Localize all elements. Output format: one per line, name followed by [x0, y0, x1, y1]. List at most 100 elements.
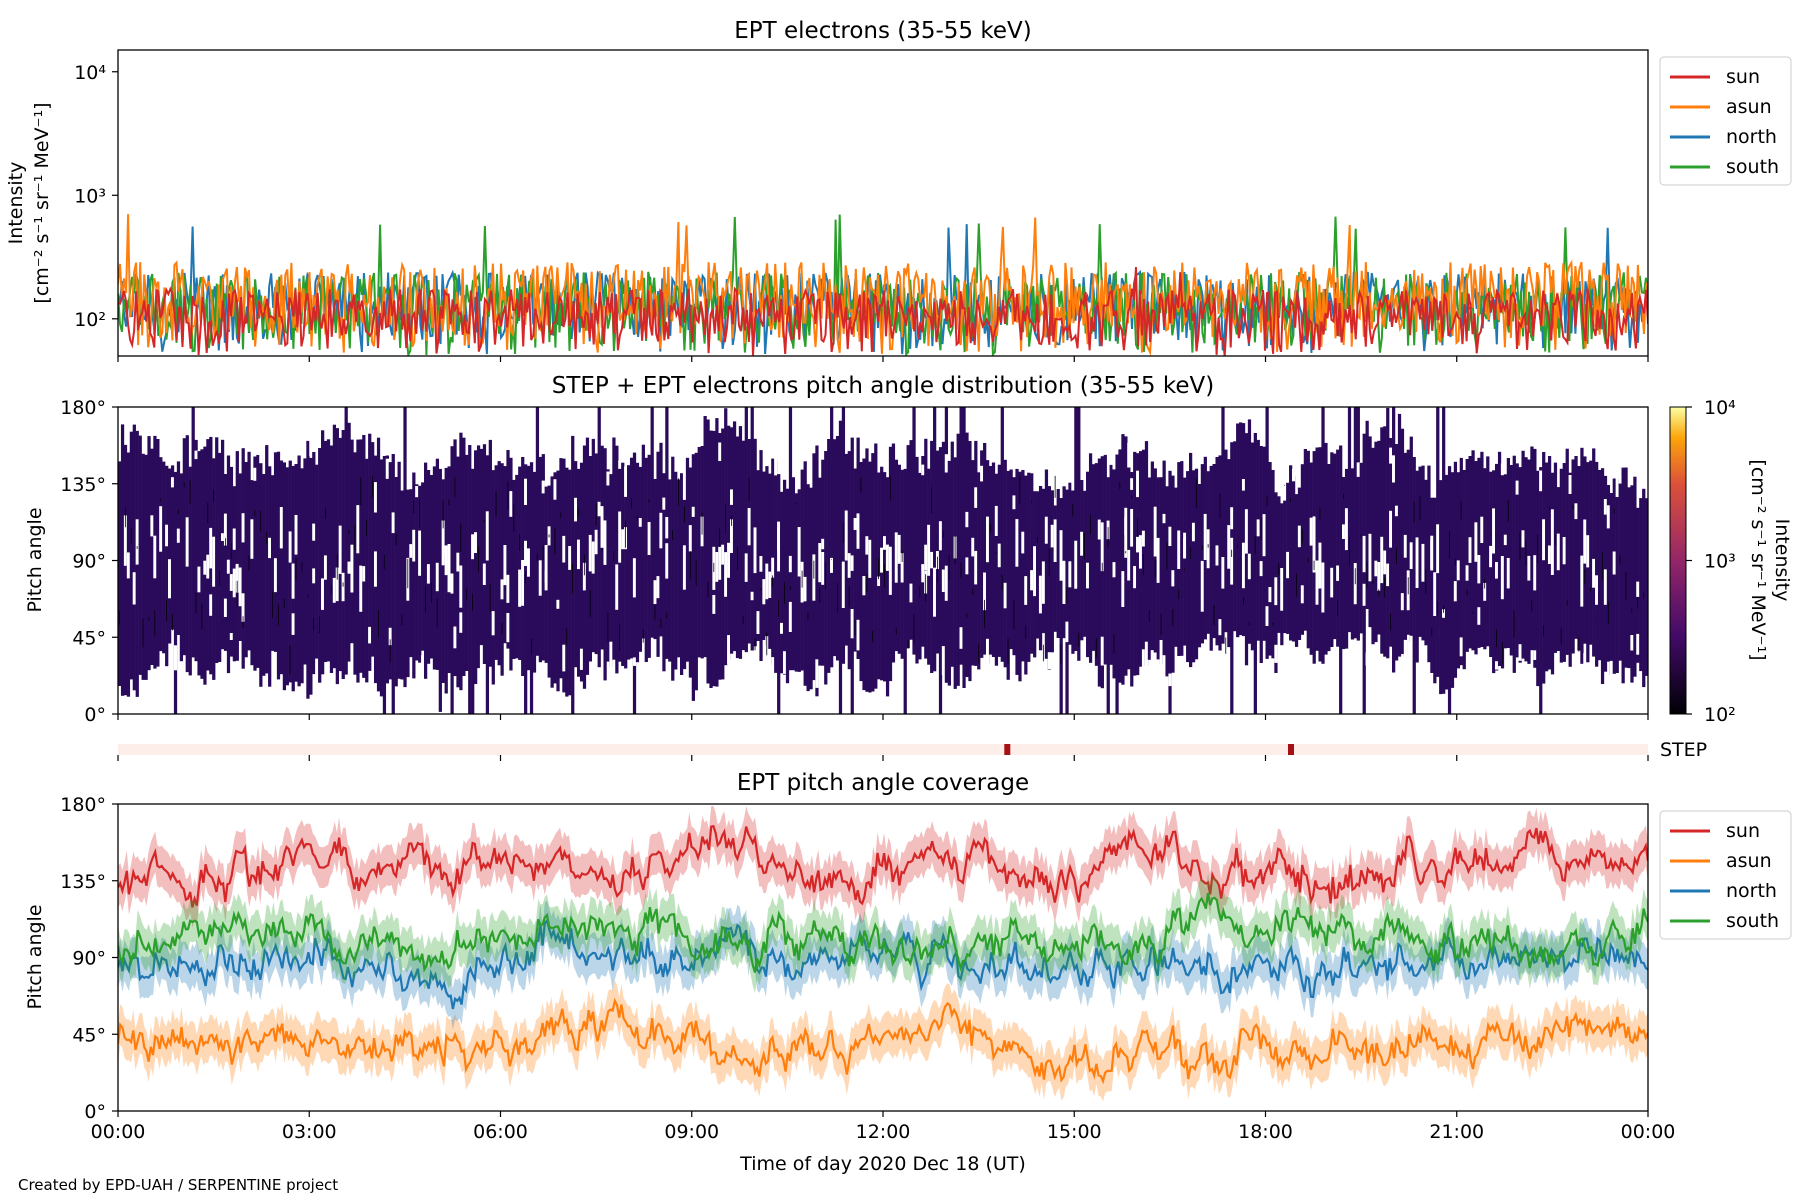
heatmap-column — [1333, 453, 1337, 640]
heatmap-column — [1442, 407, 1446, 694]
heatmap-gap — [880, 547, 884, 573]
heatmap-gap — [647, 522, 651, 555]
heatmap-column — [1059, 498, 1063, 714]
heatmap-gap — [850, 555, 854, 571]
heatmap-gap — [744, 661, 748, 672]
heatmap-column — [400, 490, 404, 680]
heatmap-gap — [1468, 537, 1472, 563]
heatmap-gap — [1386, 563, 1390, 587]
heatmap-column — [635, 462, 640, 663]
heatmap-gap — [782, 651, 787, 674]
heatmap-gap — [1389, 510, 1393, 548]
heatmap-gap — [126, 552, 131, 579]
heatmap-column — [1121, 434, 1125, 685]
heatmap-column — [1271, 470, 1275, 659]
heatmap-column — [1330, 452, 1334, 647]
heatmap-gap — [474, 532, 478, 553]
heatmap-gap — [615, 564, 619, 610]
heatmap-column — [1174, 487, 1178, 647]
heatmap-gap — [206, 554, 210, 579]
heatmap-gap — [538, 560, 542, 596]
heatmap-gap — [506, 574, 510, 603]
heatmap-column — [326, 439, 331, 662]
heatmap-gap — [288, 531, 292, 563]
heatmap-column — [1324, 442, 1328, 655]
heatmap-gap — [1442, 609, 1446, 618]
heatmap-column — [1383, 426, 1387, 657]
heatmap-column — [479, 448, 484, 650]
heatmap-gap — [1247, 553, 1252, 580]
heatmap-column — [1100, 456, 1104, 689]
heatmap-column — [321, 430, 325, 675]
panel2-y-tick-label: 90° — [72, 551, 106, 573]
heatmap-column — [962, 407, 966, 688]
heatmap-column — [553, 472, 557, 684]
panel2-y-tick-label: 45° — [72, 627, 106, 649]
heatmap-gap — [250, 519, 254, 559]
heatmap-gap — [132, 572, 136, 605]
heatmap-column — [303, 458, 307, 665]
heatmap-gap — [1542, 519, 1546, 561]
x-tick-label: 06:00 — [473, 1121, 528, 1143]
panel1-y-tick-label: 10² — [74, 309, 106, 331]
heatmap-column — [1356, 407, 1360, 641]
heatmap-column — [1606, 485, 1611, 662]
heatmap-column — [1144, 441, 1149, 666]
heatmap-column — [1241, 423, 1246, 637]
heatmap-gap — [159, 506, 163, 552]
heatmap-column — [782, 479, 787, 675]
heatmap-column — [1503, 474, 1508, 649]
heatmap-gap — [1221, 557, 1225, 589]
heatmap-column — [1218, 455, 1222, 651]
panel1-legend-label-sun: sun — [1726, 66, 1760, 88]
heatmap-gap — [759, 556, 763, 572]
heatmap-gap — [315, 658, 319, 681]
heatmap-gap — [815, 659, 819, 688]
heatmap-column — [891, 443, 896, 663]
heatmap-gap — [588, 534, 593, 572]
heatmap-column — [524, 464, 528, 714]
heatmap-column — [1091, 464, 1096, 651]
heatmap-column — [615, 445, 619, 674]
heatmap-column — [968, 441, 972, 682]
heatmap-gap — [500, 579, 504, 600]
heatmap-gap — [1156, 538, 1160, 583]
heatmap-column — [803, 461, 807, 686]
heatmap-gap — [1127, 442, 1131, 468]
heatmap-gap — [1592, 558, 1596, 588]
heatmap-column — [1291, 476, 1296, 642]
heatmap-gap — [482, 563, 487, 585]
heatmap-column — [279, 460, 284, 675]
heatmap-column — [424, 462, 428, 679]
panel4-legend-label-asun: asun — [1726, 850, 1772, 872]
heatmap-column — [1571, 459, 1575, 654]
heatmap-column — [276, 451, 281, 680]
heatmap-column — [144, 454, 148, 680]
heatmap-gap — [135, 519, 139, 565]
panel4-band-sun — [118, 805, 1648, 928]
heatmap-gap — [965, 511, 969, 528]
heatmap-column — [388, 462, 392, 680]
heatmap-gap — [1086, 562, 1090, 589]
heatmap-gap — [665, 517, 669, 539]
panel1-y-tick-label: 10³ — [74, 185, 106, 207]
heatmap-gap — [459, 612, 463, 633]
heatmap-column — [862, 458, 866, 691]
heatmap-gap — [1430, 540, 1434, 569]
heatmap-gap — [241, 593, 245, 622]
heatmap-column — [859, 462, 863, 682]
heatmap-column — [727, 425, 731, 660]
heatmap-gap — [1433, 572, 1437, 616]
heatmap-gap — [577, 539, 581, 570]
heatmap-column — [432, 466, 437, 670]
heatmap-column — [885, 477, 890, 697]
heatmap-column — [1321, 407, 1325, 664]
heatmap-column — [1542, 452, 1546, 684]
heatmap-gap — [432, 449, 437, 462]
heatmap-gap — [856, 513, 860, 549]
heatmap-column — [671, 456, 675, 681]
heatmap-gap — [1230, 537, 1234, 585]
heatmap-column — [220, 439, 225, 650]
heatmap-gap — [1415, 546, 1419, 588]
heatmap-column — [838, 420, 843, 714]
